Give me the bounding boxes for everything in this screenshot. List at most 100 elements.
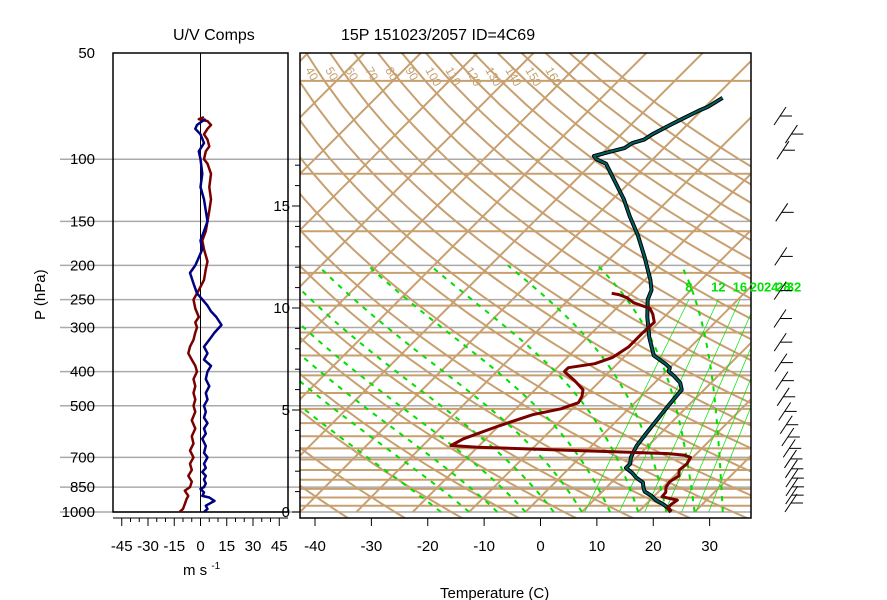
isotherm-line (300, 59, 751, 513)
uv-x-tick-label: 0 (196, 538, 204, 555)
dry-adiabat-label: 90 (402, 65, 421, 84)
temperature-axis-label: Temperature (C) (440, 585, 549, 600)
dry-adiabat-line (300, 300, 636, 518)
mixing-ratio-label: 16 (733, 280, 747, 295)
mixing-ratio-line (681, 346, 751, 513)
uv-grid (60, 158, 751, 513)
dry-adiabat-line (300, 264, 693, 518)
dry-adiabat-line (300, 155, 751, 473)
uv-x-tick-label: 30 (245, 538, 262, 555)
mixing-ratio-line (644, 299, 741, 513)
uv-x-tick-label: 45 (271, 538, 288, 555)
dry-adiabat-line (448, 53, 751, 280)
pressure-tick-label: 400 (70, 364, 95, 381)
pressure-tick-label: 300 (70, 320, 95, 337)
dry-adiabat-label: 40 (302, 65, 321, 84)
mixing-ratio-line (584, 299, 690, 513)
temperature-line (449, 291, 693, 513)
isotherm-line (300, 53, 647, 401)
skewt-panel-title: 15P 151023/2057 ID=4C69 (341, 27, 535, 44)
temperature-x-tick-label: -10 (473, 538, 495, 555)
isotherm-line (300, 53, 535, 288)
mixing-ratio-label: 12 (711, 280, 725, 295)
uv-x-tick-label: -15 (163, 538, 185, 555)
pressure-tick-label: 150 (70, 213, 95, 230)
temperature-x-tick-label: 20 (645, 538, 662, 555)
uv-x-ticks: -45 -30 -15 0 15 30 45 (111, 517, 288, 555)
dry-adiabat-line (300, 446, 407, 518)
moist-adiabat-line (300, 322, 527, 513)
pressure-tick-label: 50 (78, 45, 95, 62)
isotherm-line (300, 53, 366, 119)
moist-adiabat-line (317, 264, 583, 513)
skewt-background (0, 19, 887, 520)
mixing-ratio-line (695, 377, 751, 513)
isotherm-line (300, 53, 591, 345)
temperature-x-tick-label: -40 (304, 538, 326, 555)
dry-adiabat-line (568, 53, 751, 186)
uv-x-tick-label: -45 (111, 538, 133, 555)
dry-adiabat-label: 150 (522, 65, 544, 90)
pressure-axis-label: P (hPa) (32, 269, 49, 320)
isotherm-line (300, 53, 478, 232)
mixing-ratio-label: 32 (787, 280, 801, 295)
mixing-ratio-label: 8 (685, 280, 692, 295)
moist-adiabat-line (300, 353, 498, 513)
temperature-x-tick-label: -30 (361, 538, 383, 555)
isotherm-line (637, 397, 751, 513)
dry-adiabat-line (300, 484, 350, 518)
pressure-tick-label: 200 (70, 257, 95, 274)
uv-x-tick-label: -30 (137, 538, 159, 555)
dry-adiabat-line (376, 53, 751, 341)
pressure-tick-labels: 50 100 150 200 250 300 400 500 700 850 1000 (62, 45, 95, 521)
pressure-tick-label: 250 (70, 292, 95, 309)
wind-barbs (773, 106, 804, 513)
isotherm-line (581, 341, 751, 513)
v-component-line (188, 118, 223, 513)
dry-adiabat-label: 70 (362, 65, 381, 84)
dry-adiabat-line (300, 336, 579, 518)
dry-adiabat-label: 50 (322, 65, 341, 84)
temperature-x-tick-label: 30 (701, 538, 718, 555)
dry-adiabat-line (328, 53, 751, 383)
dry-adiabat-line (424, 53, 751, 300)
skewt-x-ticks: -40 -30 -20 -10 0 10 20 30 (304, 518, 718, 555)
moist-adiabat-line (367, 264, 612, 513)
temperature-x-tick-label: -20 (417, 538, 439, 555)
dry-adiabat-line (400, 53, 751, 320)
isotherm-line (468, 228, 751, 513)
dry-adiabat-label: 80 (382, 65, 401, 84)
height-km-ticks: 0 5 10 15 (273, 164, 300, 521)
pressure-tick-label: 500 (70, 398, 95, 415)
moist-adiabat-line (429, 264, 640, 513)
dry-adiabat-line (300, 372, 522, 518)
isotherm-line (300, 53, 422, 176)
pressure-tick-label: 850 (70, 479, 95, 496)
dry-adiabat-line (300, 118, 751, 450)
skewt-series (449, 96, 724, 514)
isotherm-line (524, 285, 751, 513)
dry-adiabat-line (472, 53, 751, 261)
dry-adiabat-line (300, 192, 751, 497)
moist-adiabat-line (680, 264, 724, 513)
dry-adiabat-line (0, 19, 293, 520)
moist-adiabat-line (300, 404, 442, 513)
dry-adiabat-line (352, 53, 751, 362)
moist-adiabat-line (597, 264, 696, 513)
uv-axis-label: m s -1 (183, 561, 221, 579)
isotherm-line (300, 53, 704, 458)
dewpoint-line (592, 96, 724, 513)
temperature-x-tick-label: 10 (589, 538, 606, 555)
isotherm-line (807, 53, 887, 512)
mixing-ratio-line (708, 405, 751, 513)
dry-adiabat-label: 100 (422, 65, 444, 90)
height-km-label: 10 (273, 300, 290, 317)
mixing-ratio-label: 24 (764, 280, 779, 295)
uv-series (178, 116, 223, 513)
u-component-line (178, 116, 213, 513)
pressure-tick-label: 1000 (62, 504, 95, 521)
dry-adiabat-line (300, 80, 751, 427)
height-km-label: 5 (282, 402, 290, 419)
